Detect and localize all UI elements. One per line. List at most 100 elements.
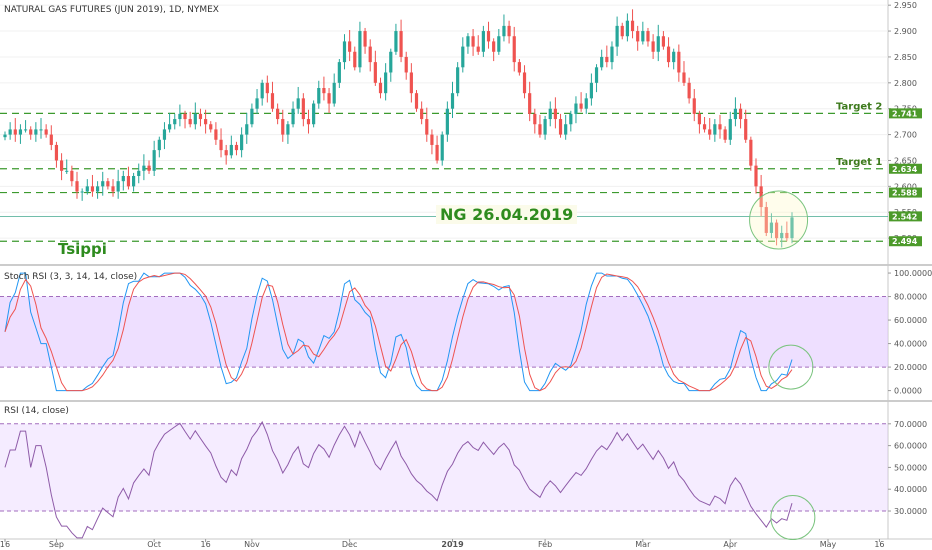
stoch-tick-label: 0.0000 <box>894 387 922 396</box>
candle-body <box>471 36 475 47</box>
candle-body <box>548 108 552 120</box>
candle-body <box>785 232 789 239</box>
candle-body <box>641 31 645 42</box>
candle-body <box>553 108 557 120</box>
x-tick-label: 16 <box>201 540 211 549</box>
candle-body <box>358 31 362 68</box>
candle-body <box>492 41 496 52</box>
candle-body <box>209 124 213 130</box>
x-tick-label: Feb <box>538 540 552 549</box>
candle-body <box>450 93 455 109</box>
y-tick-label: 2.900 <box>894 27 917 36</box>
candle-body <box>579 103 583 109</box>
candle-body <box>533 113 537 125</box>
candle-body <box>692 98 696 114</box>
candle-body <box>173 119 177 125</box>
candle-body <box>178 113 182 120</box>
candle-body <box>214 129 218 140</box>
candle-body <box>404 56 408 73</box>
candle-body <box>394 31 398 52</box>
candle-body <box>70 170 74 182</box>
candle-body <box>445 108 449 135</box>
candle-body <box>162 129 167 140</box>
candle-body <box>198 113 203 120</box>
candle-body <box>3 134 7 138</box>
candle-body <box>286 124 290 135</box>
x-tick-label: 16 <box>0 540 10 549</box>
candle-body <box>193 113 197 125</box>
candle-body <box>708 129 712 135</box>
candle-body <box>59 160 64 171</box>
stoch-band <box>0 296 888 368</box>
stoch-tick-label: 80.0000 <box>894 293 927 302</box>
stoch-d-line <box>4 272 793 392</box>
candle-body <box>147 165 151 171</box>
candle-body <box>245 124 249 135</box>
price-badge <box>889 236 922 247</box>
candle-body <box>754 165 758 187</box>
candle-body <box>49 134 53 145</box>
candle-body <box>281 119 285 135</box>
candle-body <box>111 186 115 192</box>
candle-body <box>476 46 480 52</box>
rsi-tick-label: 70.0000 <box>894 420 927 429</box>
candle-body <box>234 144 239 151</box>
rsi-line <box>4 420 793 539</box>
candle-body <box>44 129 48 135</box>
candle-body <box>430 134 434 145</box>
rsi-tick-label: 60.0000 <box>894 442 927 451</box>
candle-body <box>389 51 393 73</box>
candle-body <box>301 98 305 120</box>
price-badge-label: 2.741 <box>892 109 918 118</box>
candle-body <box>744 119 748 140</box>
candle-body <box>605 56 609 63</box>
x-tick-label: 16 <box>874 540 884 549</box>
candle-body <box>229 144 233 156</box>
candle-body <box>80 191 84 193</box>
candle-body <box>378 82 383 94</box>
y-tick-label: 2.800 <box>894 79 917 88</box>
candle-body <box>317 88 321 104</box>
candle-body <box>543 119 547 135</box>
level-label: Target 2 <box>836 101 882 112</box>
candle-body <box>625 20 629 37</box>
candle-body <box>718 124 722 130</box>
stoch-rsi-title: Stoch RSI (3, 3, 14, 14, close) <box>4 272 138 282</box>
candle-body <box>687 82 691 99</box>
candle-body <box>142 165 146 171</box>
candle-body <box>126 176 131 187</box>
candle-body <box>240 134 244 151</box>
candle-body <box>54 144 59 161</box>
candle-body <box>327 93 331 104</box>
price-badge-label: 2.634 <box>892 165 918 174</box>
candle-body <box>728 119 732 140</box>
candle-body <box>574 103 578 114</box>
candle-body <box>774 222 779 239</box>
candle-body <box>661 36 665 47</box>
stoch-tick-label: 20.0000 <box>894 363 927 372</box>
candle-body <box>373 62 377 83</box>
candle-body <box>466 36 470 47</box>
candle-body <box>646 31 650 42</box>
y-tick-label: 2.950 <box>894 1 917 10</box>
candle-body <box>90 186 95 192</box>
candle-body <box>276 108 280 120</box>
price-badge <box>889 163 922 174</box>
candle-body <box>620 25 624 37</box>
candle-body <box>121 176 125 182</box>
candle-body <box>255 98 259 109</box>
candle-body <box>75 181 79 192</box>
candle-body <box>39 129 43 131</box>
candle-body <box>481 31 485 52</box>
candle-body <box>497 36 501 52</box>
candle-body <box>420 108 424 120</box>
x-tick-label: 2019 <box>441 540 464 549</box>
candle-body <box>764 207 768 233</box>
candle-body <box>738 108 743 120</box>
highlight-circle <box>768 344 814 390</box>
candle-body <box>790 217 794 239</box>
candle-body <box>584 98 588 109</box>
candle-body <box>651 41 655 52</box>
candle-body <box>8 129 12 135</box>
candle-body <box>337 62 341 83</box>
